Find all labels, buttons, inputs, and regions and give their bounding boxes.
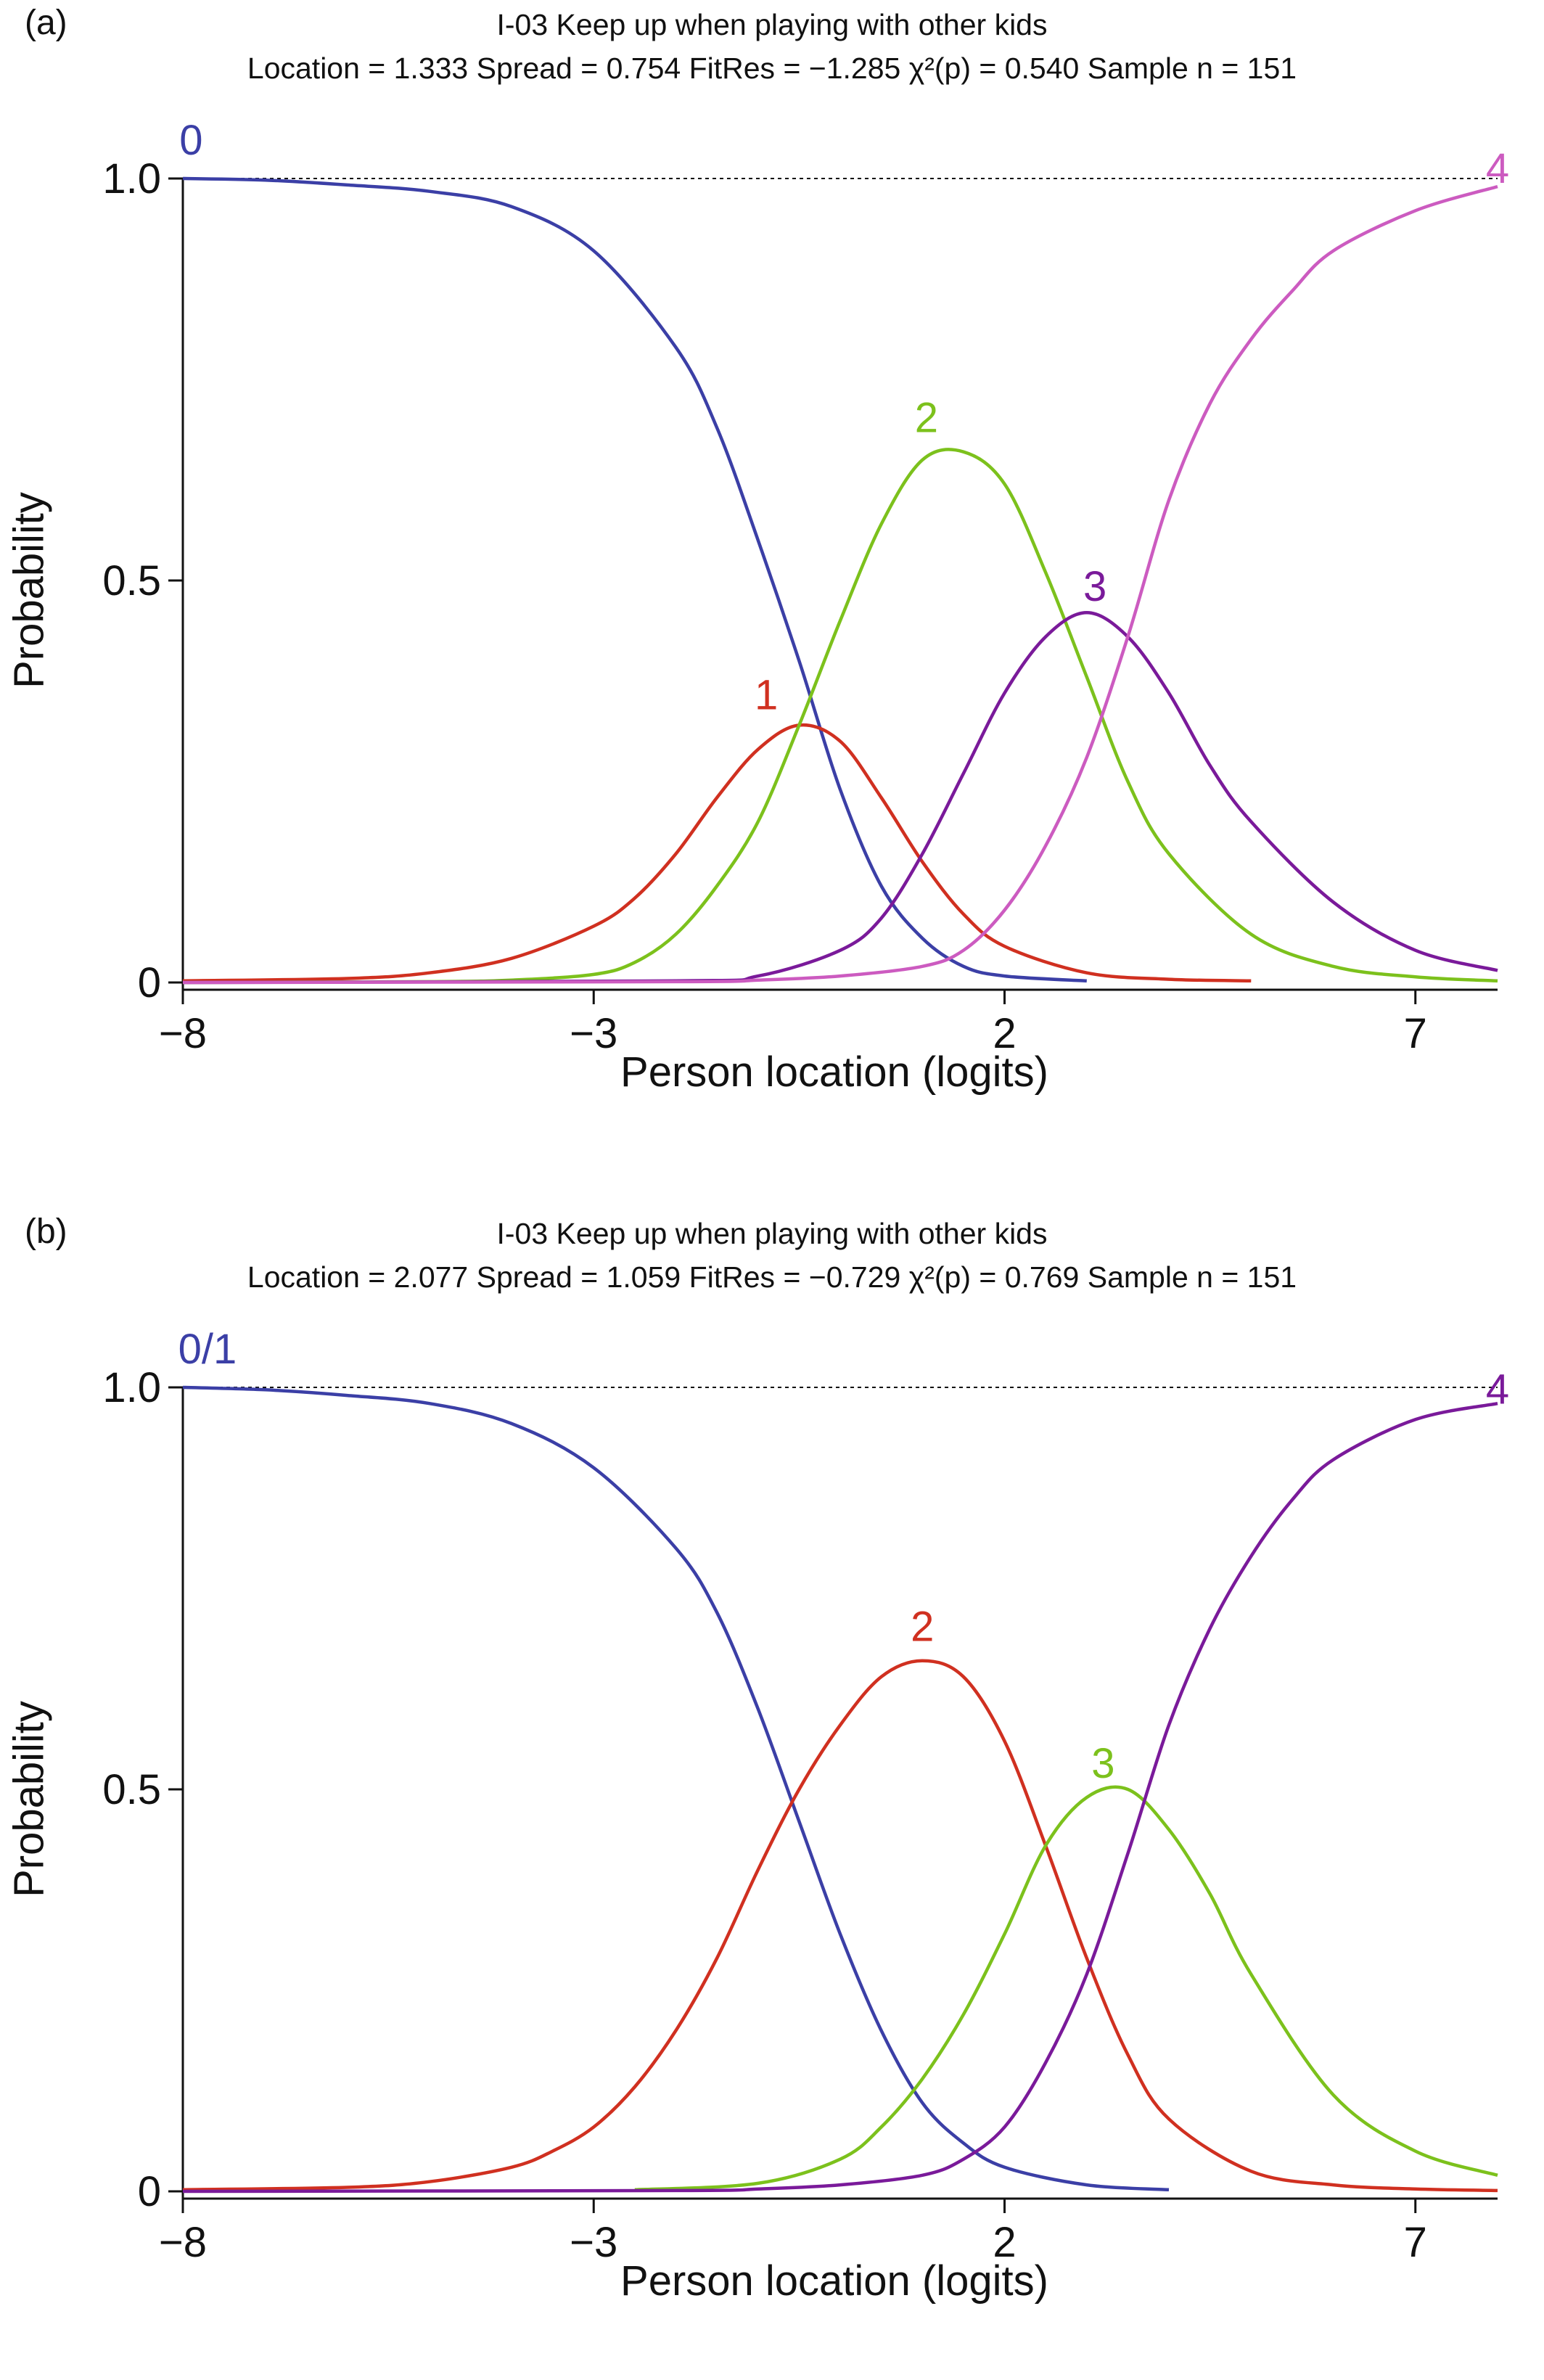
series-label: 3 (1091, 1740, 1114, 1787)
subtitle-chi: χ²(p) = 0.769 (908, 1260, 1080, 1294)
plot-area: 0 0.5 1.0 −8 −3 2 7 0 1 2 3 4 (102, 117, 1509, 1057)
chart-title: I-03 Keep up when playing with other kid… (496, 1217, 1048, 1250)
x-tick-label: 2 (993, 1010, 1016, 1057)
series-label: 0 (179, 117, 202, 164)
subtitle-chi: χ²(p) = 0.540 (908, 52, 1080, 85)
subtitle-fitres: FitRes = −0.729 (689, 1260, 901, 1294)
chart-title: I-03 Keep up when playing with other kid… (496, 8, 1048, 41)
series-line-1 (182, 723, 1252, 983)
subtitle-sample: Sample n = 151 (1087, 52, 1297, 85)
panel-label: (b) (25, 1212, 67, 1251)
subtitle-location: Location = 1.333 (247, 52, 469, 85)
chart-subtitle: Location = 1.333 Spread = 0.754 FitRes =… (0, 51, 1544, 86)
series-line-0-1 (182, 1385, 1170, 2192)
x-tick-label: 7 (1404, 2219, 1427, 2266)
y-axis-label: Probability (5, 1701, 53, 1897)
subtitle-location: Location = 2.077 (247, 1260, 469, 1294)
series-line-2 (182, 1659, 1498, 2193)
series-line-0 (182, 176, 1087, 983)
y-axis-label: Probability (5, 492, 53, 689)
x-tick-label: −3 (570, 1010, 617, 1057)
series-label: 3 (1083, 563, 1106, 610)
y-tick-label: 0.5 (102, 557, 161, 604)
panel-label: (a) (25, 4, 67, 42)
series-label: 0/1 (178, 1326, 237, 1373)
x-tick-label: −8 (159, 2219, 207, 2266)
chart-panel-b: (b) I-03 Keep up when playing with other… (0, 1209, 1544, 2380)
series-line-4 (182, 184, 1498, 985)
x-tick-label: −8 (159, 1010, 207, 1057)
series-label: 4 (1486, 1366, 1509, 1413)
series-label: 2 (911, 1603, 934, 1650)
y-tick-label: 0.5 (102, 1766, 161, 1813)
y-tick-label: 1.0 (102, 155, 161, 202)
series-label: 4 (1486, 145, 1509, 192)
chart-subtitle: Location = 2.077 Spread = 1.059 FitRes =… (0, 1260, 1544, 1294)
series-label: 1 (755, 672, 778, 719)
subtitle-sample: Sample n = 151 (1087, 1260, 1297, 1294)
y-tick-label: 0 (138, 959, 161, 1006)
y-tick-label: 1.0 (102, 1364, 161, 1411)
x-axis-label: Person location (logits) (620, 1049, 1048, 1096)
series-line-2 (182, 448, 1498, 985)
x-tick-label: 7 (1404, 1010, 1427, 1057)
y-tick-label: 0 (138, 2168, 161, 2215)
series-line-4 (182, 1401, 1498, 2194)
subtitle-spread: Spread = 0.754 (476, 52, 681, 85)
x-axis-label: Person location (logits) (620, 2257, 1048, 2305)
plot-area: 0 0.5 1.0 −8 −3 2 7 0/1 2 3 4 (102, 1326, 1509, 2266)
series-line-3 (634, 1785, 1498, 2192)
chart-panel-a: (a) I-03 Keep up when playing with other… (0, 0, 1544, 1171)
series-line-3 (182, 611, 1498, 985)
subtitle-fitres: FitRes = −1.285 (689, 52, 901, 85)
subtitle-spread: Spread = 1.059 (476, 1260, 681, 1294)
x-tick-label: −3 (570, 2219, 617, 2266)
series-label: 2 (915, 394, 938, 441)
x-tick-label: 2 (993, 2219, 1016, 2266)
